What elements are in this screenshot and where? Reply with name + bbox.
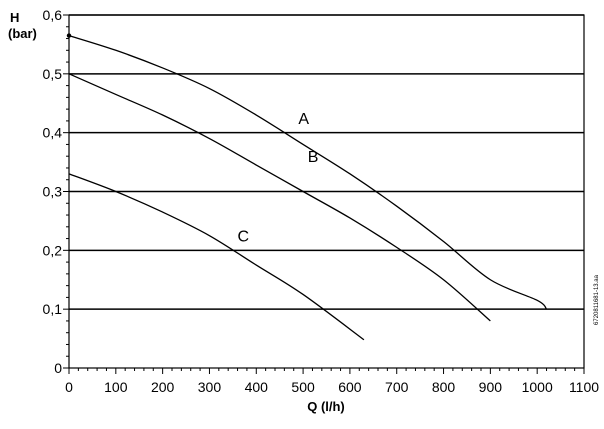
curve-label-b: B	[308, 149, 319, 166]
curve-label-c: C	[238, 229, 250, 246]
x-tick-label: 1000	[522, 379, 553, 395]
curve-b	[68, 73, 491, 322]
x-tick-label: 600	[338, 379, 362, 395]
curve-labels: A B C	[238, 111, 319, 246]
x-tick-label: 500	[291, 379, 315, 395]
x-tick-label: 200	[151, 379, 175, 395]
y-tick-labels: 0 0,1 0,2 0,3 0,4 0,5 0,6	[43, 7, 63, 376]
y-tick-label: 0,4	[43, 125, 63, 141]
y-tick-label: 0,3	[43, 184, 63, 200]
y-axis-label: H	[10, 10, 19, 25]
x-tick-label: 1100	[569, 379, 599, 395]
x-tick-label: 900	[479, 379, 503, 395]
curve-a	[68, 34, 548, 310]
x-tick-label: 300	[198, 379, 222, 395]
side-code-text: 6720811681-13.aa	[594, 274, 600, 325]
grid	[69, 14, 584, 310]
x-tick-label: 800	[432, 379, 456, 395]
curve-a-start-marker	[66, 33, 72, 38]
curves	[66, 33, 548, 341]
axes	[63, 14, 585, 374]
x-tick-label: 0	[65, 379, 73, 395]
y-tick-label: 0,5	[43, 66, 63, 82]
x-axis-label: Q (l/h)	[307, 399, 345, 414]
curve-c	[68, 173, 365, 341]
curve-label-a: A	[298, 111, 309, 128]
y-tick-label: 0,6	[43, 7, 63, 23]
y-axis-unit: (bar)	[8, 26, 37, 41]
x-tick-label: 100	[104, 379, 128, 395]
x-tick-label: 700	[385, 379, 409, 395]
x-tick-label: 400	[245, 379, 269, 395]
y-tick-label: 0,1	[43, 301, 63, 317]
y-tick-label: 0,2	[43, 242, 63, 258]
y-tick-label: 0	[54, 360, 62, 376]
x-tick-labels: 0 100 200 300 400 500 600 700 800 900 1000 1100	[65, 379, 599, 395]
